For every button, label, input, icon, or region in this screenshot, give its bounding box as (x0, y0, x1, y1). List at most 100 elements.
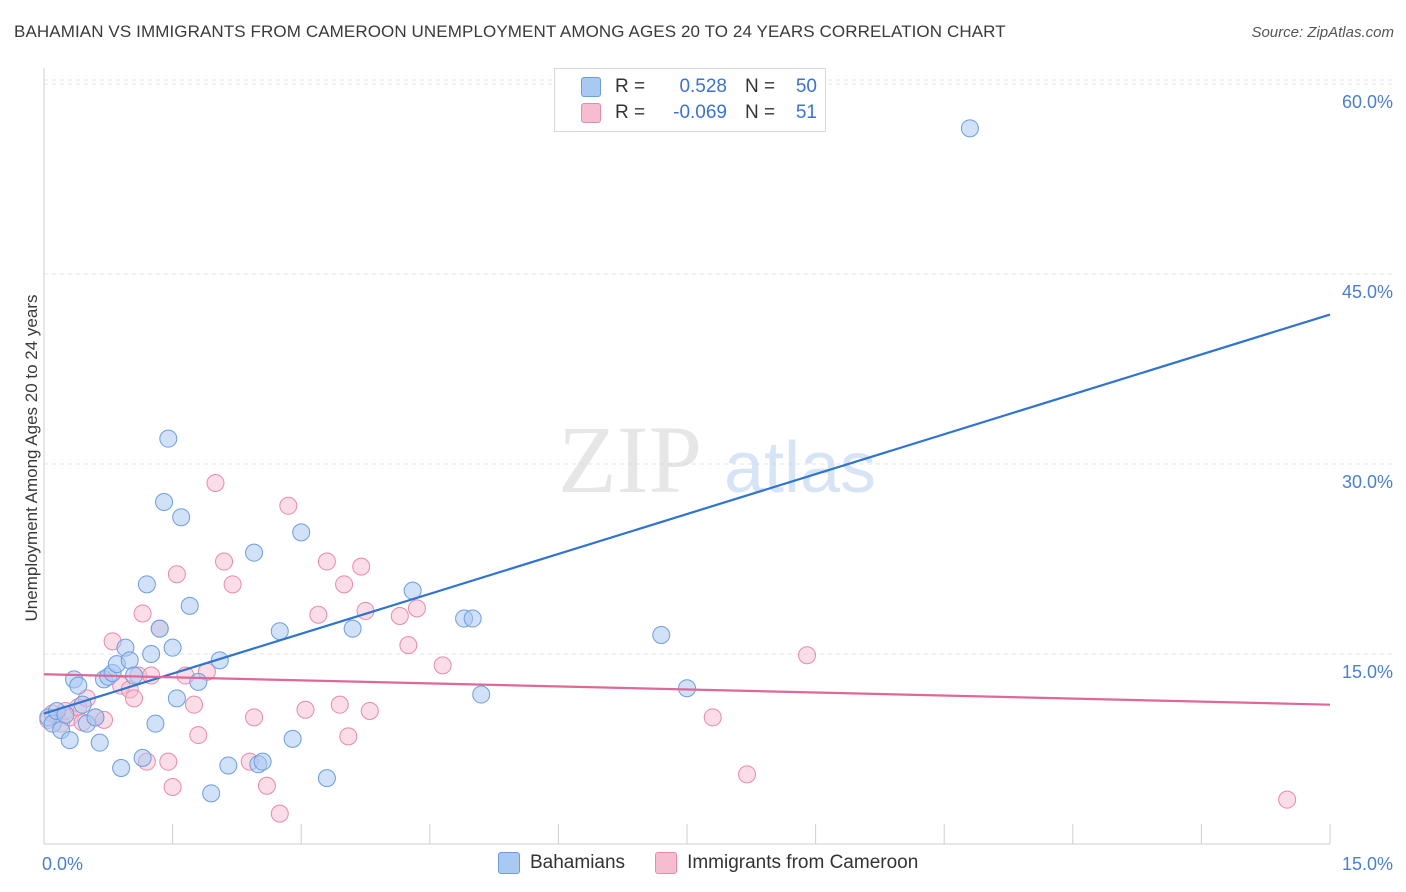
legend-n-label: N = (745, 76, 776, 97)
data-point-cameroon[interactable] (185, 695, 204, 714)
legend-r-label: R = (615, 102, 646, 123)
data-point-cameroon[interactable] (798, 646, 817, 665)
data-point-cameroon[interactable] (339, 727, 358, 746)
data-point-cameroon[interactable] (309, 605, 328, 624)
legend-r-value: -0.069 (673, 102, 727, 123)
legend-row-bahamians: R = 0.528 N = 50 (581, 74, 817, 100)
data-point-cameroon[interactable] (433, 656, 452, 675)
trendline-cameroon (43, 673, 1331, 706)
data-point-cameroon[interactable] (167, 565, 186, 584)
watermark-zip: ZIP (558, 406, 702, 513)
data-point-cameroon[interactable] (270, 804, 289, 823)
legend-swatch-pink (655, 852, 678, 874)
x-tick-label: 15.0% (1342, 854, 1393, 874)
legend-swatch-blue (498, 852, 520, 874)
data-point-bahamians[interactable] (317, 769, 336, 788)
data-point-bahamians[interactable] (69, 676, 88, 695)
data-point-bahamians[interactable] (112, 759, 131, 777)
data-point-cameroon[interactable] (133, 604, 152, 623)
data-point-bahamians[interactable] (270, 622, 289, 641)
legend-n-label: N = (745, 102, 776, 123)
data-point-cameroon[interactable] (159, 752, 178, 771)
data-point-cameroon[interactable] (296, 700, 315, 719)
legend-item-bahamians[interactable]: Bahamians (498, 852, 625, 874)
legend-label-cameroon: Immigrants from Cameroon (687, 852, 919, 873)
series-legend: Bahamians Immigrants from Cameroon (498, 852, 948, 874)
legend-n-value: 51 (795, 102, 817, 123)
data-point-bahamians[interactable] (120, 651, 139, 670)
data-point-cameroon[interactable] (245, 708, 264, 727)
data-point-bahamians[interactable] (472, 685, 491, 704)
legend-r-value: 0.528 (679, 76, 727, 97)
data-point-cameroon[interactable] (215, 552, 234, 571)
legend-n-value: 50 (795, 76, 817, 97)
data-point-cameroon[interactable] (223, 575, 242, 594)
legend-swatch-blue (581, 77, 601, 97)
data-point-bahamians[interactable] (219, 756, 238, 775)
data-point-cameroon[interactable] (360, 702, 379, 720)
chart-title: BAHAMIAN VS IMMIGRANTS FROM CAMEROON UNE… (14, 22, 1006, 41)
data-point-cameroon[interactable] (352, 557, 371, 576)
data-point-cameroon[interactable] (206, 474, 225, 492)
series-bahamians-points (39, 119, 979, 803)
data-point-bahamians[interactable] (678, 679, 696, 698)
data-point-bahamians[interactable] (159, 429, 178, 448)
data-point-bahamians[interactable] (146, 714, 165, 733)
y-tick-label: 30.0% (1342, 472, 1393, 492)
data-point-cameroon[interactable] (330, 695, 349, 714)
data-point-bahamians[interactable] (253, 752, 272, 771)
data-point-cameroon[interactable] (407, 599, 426, 618)
data-point-bahamians[interactable] (90, 733, 109, 752)
legend-swatch-pink (581, 103, 601, 123)
trendlines (43, 313, 1331, 715)
data-point-cameroon[interactable] (125, 689, 144, 708)
data-point-cameroon[interactable] (335, 575, 354, 594)
y-tick-label: 45.0% (1342, 282, 1393, 302)
data-point-cameroon[interactable] (703, 708, 722, 727)
data-point-cameroon[interactable] (390, 607, 409, 625)
data-point-bahamians[interactable] (163, 638, 182, 657)
y-tick-label: 60.0% (1342, 92, 1393, 112)
data-point-bahamians[interactable] (60, 731, 79, 750)
y-axis-label: Unemployment Among Ages 20 to 24 years (22, 295, 41, 622)
data-point-bahamians[interactable] (172, 508, 191, 527)
data-point-bahamians[interactable] (283, 729, 302, 748)
data-point-bahamians[interactable] (150, 619, 169, 638)
data-point-bahamians[interactable] (245, 543, 264, 562)
data-point-bahamians[interactable] (960, 119, 979, 138)
data-point-bahamians[interactable] (155, 493, 174, 511)
data-point-cameroon[interactable] (399, 636, 418, 655)
legend-r-label: R = (615, 76, 646, 97)
x-tick-label: 0.0% (42, 854, 83, 874)
data-point-bahamians[interactable] (463, 609, 482, 628)
data-point-bahamians[interactable] (652, 626, 671, 644)
stats-legend: R = 0.528 N = 50 R = -0.069 N = 51 (554, 68, 826, 132)
legend-label-bahamians: Bahamians (530, 852, 626, 873)
data-point-bahamians[interactable] (189, 672, 208, 691)
data-point-bahamians[interactable] (180, 596, 199, 615)
data-point-bahamians[interactable] (343, 619, 362, 638)
tick-labels: 15.0% 30.0% 45.0% 60.0% 0.0% 15.0% (42, 92, 1393, 874)
y-tick-label: 15.0% (1342, 662, 1393, 682)
data-point-bahamians[interactable] (292, 523, 311, 542)
data-point-cameroon[interactable] (279, 496, 298, 515)
data-point-bahamians[interactable] (210, 651, 229, 670)
data-point-bahamians[interactable] (202, 784, 221, 803)
legend-row-cameroon: R = -0.069 N = 51 (581, 100, 817, 126)
data-point-cameroon[interactable] (317, 552, 336, 571)
source-label: Source: ZipAtlas.com (1251, 24, 1394, 41)
data-point-cameroon[interactable] (257, 776, 276, 795)
data-point-bahamians[interactable] (137, 575, 156, 594)
data-point-cameroon[interactable] (738, 765, 757, 784)
data-point-bahamians[interactable] (167, 689, 186, 708)
trendline-bahamians (43, 313, 1331, 715)
legend-item-cameroon[interactable]: Immigrants from Cameroon (655, 852, 918, 874)
data-point-bahamians[interactable] (133, 748, 152, 767)
data-point-cameroon[interactable] (189, 726, 208, 745)
data-point-bahamians[interactable] (86, 708, 105, 727)
data-point-cameroon[interactable] (1278, 790, 1297, 809)
gridlines (44, 79, 1392, 655)
data-point-cameroon[interactable] (163, 778, 182, 796)
data-point-bahamians[interactable] (142, 645, 161, 663)
